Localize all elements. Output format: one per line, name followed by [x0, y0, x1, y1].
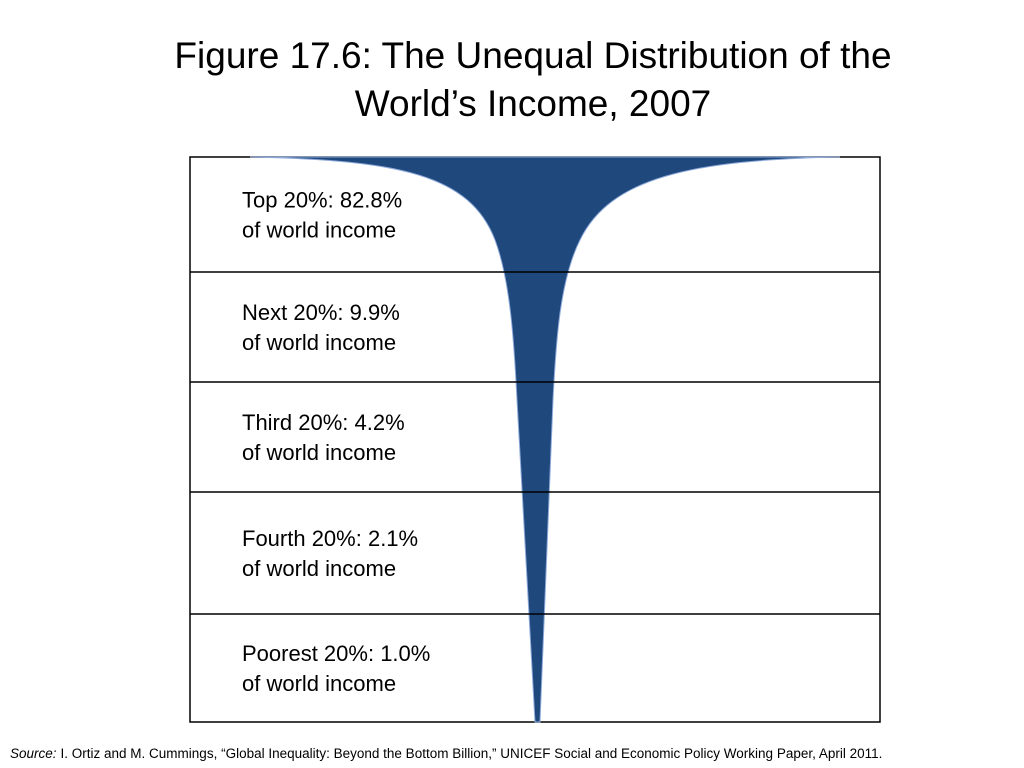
row-note: of world income [242, 330, 396, 355]
diagram: Top 20%: 82.8% of world income Next 20%: 9… [189, 156, 881, 723]
row-label: Poorest 20%: 1.0% [242, 641, 430, 666]
row-label: Third 20%: 4.2% [242, 410, 405, 435]
row-note: of world income [242, 671, 396, 696]
rows: Top 20%: 82.8% of world income Next 20%: 9… [190, 188, 880, 696]
row-label: Next 20%: 9.9% [242, 300, 400, 325]
row-note: of world income [242, 440, 396, 465]
champagne-glass [249, 156, 841, 723]
row-label: Top 20%: 82.8% [242, 188, 402, 213]
row-note: of world income [242, 556, 396, 581]
source-label: Source: [10, 746, 57, 761]
row-label: Fourth 20%: 2.1% [242, 526, 418, 551]
row-note: of world income [242, 218, 396, 243]
title: Figure 17.6: The Unequal Distribution of… [174, 35, 892, 124]
source-text: I. Ortiz and M. Cummings, “Global Inequa… [60, 746, 883, 761]
source: Source: I. Ortiz and M. Cummings, “Global… [10, 746, 882, 761]
